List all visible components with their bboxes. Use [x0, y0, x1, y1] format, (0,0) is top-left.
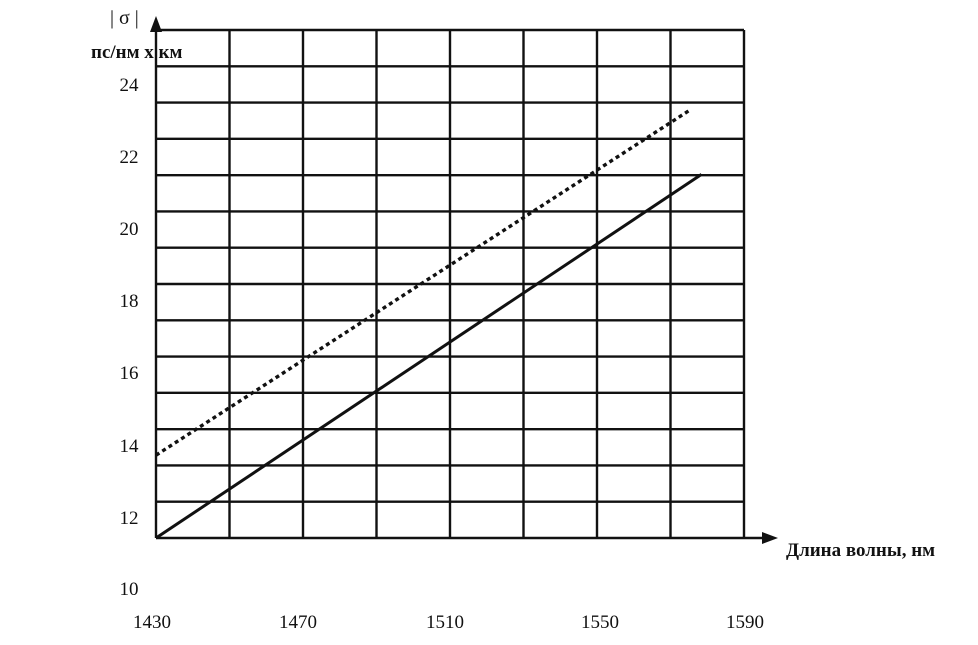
x-axis-title: Длина волны, нм — [786, 540, 935, 561]
x-axis-arrow-icon — [762, 532, 778, 544]
y-tick-label: 14 — [120, 436, 140, 457]
labels: | σ | пс/нм х км Длина волны, нм — [91, 7, 935, 561]
y-axis-symbol: | σ | — [110, 7, 139, 29]
series-layer — [155, 108, 703, 540]
x-tick-label: 1550 — [581, 612, 619, 633]
grid — [156, 28, 746, 538]
y-axis-arrow-icon — [150, 16, 162, 32]
axes — [150, 16, 778, 544]
y-tick-label: 20 — [120, 219, 139, 240]
y-tick-label: 18 — [120, 291, 139, 312]
x-tick-label: 1590 — [726, 612, 764, 633]
y-tick-label: 16 — [120, 363, 139, 384]
y-tick-label: 12 — [120, 508, 139, 529]
y-axis-title: пс/нм х км — [91, 42, 182, 63]
x-tick-labels: 1430 1470 1510 1550 1590 — [133, 612, 764, 633]
y-tick-label: 24 — [120, 75, 140, 96]
x-tick-label: 1430 — [133, 612, 171, 633]
y-tick-label: 22 — [120, 147, 139, 168]
x-tick-label: 1470 — [279, 612, 317, 633]
x-tick-label: 1510 — [426, 612, 464, 633]
series-line-solid — [155, 173, 703, 540]
series-line-dotted — [155, 108, 692, 457]
y-tick-labels: 10 12 14 16 18 20 22 24 — [120, 75, 140, 600]
y-tick-label: 10 — [120, 579, 139, 600]
